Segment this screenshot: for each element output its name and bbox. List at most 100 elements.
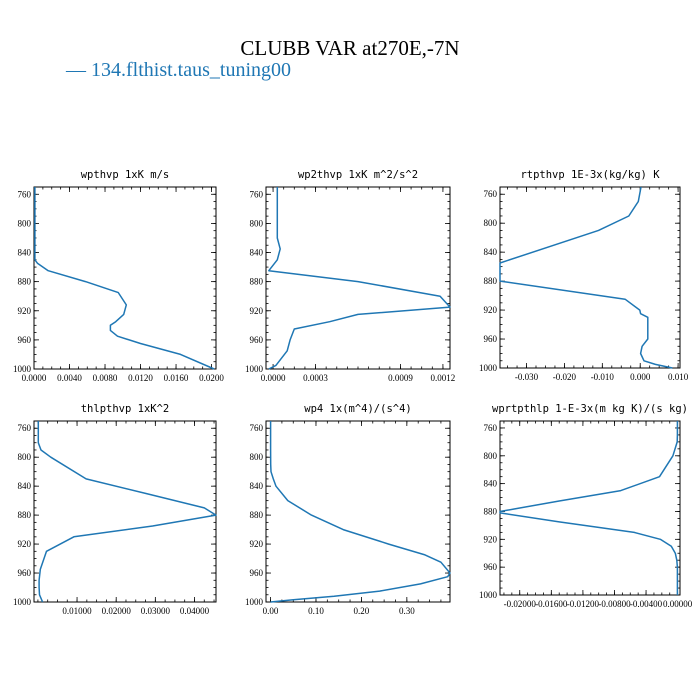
y-tick-label: 800 [484,218,498,228]
series-line [499,421,679,595]
x-tick-label: 0.20 [354,606,370,616]
x-tick-label: 0.00000 [663,599,693,609]
series-line [499,186,673,369]
y-tick-label: 840 [484,479,498,489]
x-tick-label: 0.03000 [141,606,171,616]
x-tick-label: 0.30 [399,606,415,616]
panel-5: wp4 1x(m^4)/(s^4)76080084088092096010000… [245,403,451,616]
panel-3: rtpthvp 1E-3x(kg/kg) K 760 800 840 880 920 960… [479,169,689,382]
y-tick-label: 960 [484,562,498,572]
y-tick-label: 880 [484,276,498,286]
x-tick-label: 0.0012 [431,373,456,383]
y-tick-label: 800 [484,451,498,461]
y-tick-label: 960 [18,568,32,578]
panel-6: wprtpthlp 1-E-3x(m kg K)/(s kg) 760 800 840… [479,403,693,609]
y-tick-label: 920 [18,539,32,549]
panel-title: wpthvp 1xK m/s [81,169,170,181]
x-tick-label: 0.0040 [57,373,82,383]
x-tick-label: -0.02000 [504,599,537,609]
panel-title: thlpthvp 1xK^2 [81,403,170,415]
x-tick-label: -0.01600 [535,599,568,609]
series-line [268,187,451,370]
panel-title: rtpthvp 1E-3x(kg/kg) K [520,169,660,181]
y-tick-label: 880 [18,277,32,287]
plot-frame [33,186,217,370]
plot-frame [265,186,451,370]
x-tick-label: 0.0120 [128,373,153,383]
plot-frame [33,420,217,603]
x-tick-label: 0.000 [630,372,651,382]
x-tick-label: -0.030 [515,372,539,382]
panel-title: wprtpthlp 1-E-3x(m kg K)/(s kg) [492,403,688,415]
x-tick-label: 0.0080 [93,373,118,383]
legend-label: 134.flthist.taus_tuning00 [91,59,291,81]
y-tick-label: 840 [250,481,264,491]
y-tick-label: 840 [18,248,32,258]
y-tick-label: 1000 [245,597,264,607]
x-tick-label: 0.02000 [102,606,132,616]
y-tick-label: 1000 [479,590,498,600]
y-tick-label: 840 [484,247,498,257]
x-tick-label: 0.0200 [199,373,224,383]
y-tick-label: 800 [250,218,264,228]
y-tick-label: 920 [484,305,498,315]
x-tick-label: 0.0000 [22,373,47,383]
chart-title: CLUBB VAR at270E,-7N [240,36,460,60]
plot-frame [499,186,681,369]
x-tick-label: 0.01000 [62,606,92,616]
y-tick-label: 880 [250,510,264,520]
y-tick-label: 880 [484,506,498,516]
x-tick-label: -0.00800 [598,599,631,609]
panel-1: wpthvp 1xK m/s76080084088092096010000.00… [13,169,224,383]
series-line [269,421,451,603]
y-tick-label: 760 [18,189,32,199]
x-tick-label: 0.010 [668,372,689,382]
y-tick-label: 880 [250,277,264,287]
x-tick-label: -0.020 [553,372,577,382]
y-tick-label: 760 [18,423,32,433]
y-tick-label: 1000 [13,597,32,607]
y-tick-label: 760 [484,189,498,199]
x-tick-label: 0.10 [308,606,324,616]
y-tick-label: 920 [250,539,264,549]
legend-entry: — 134.flthist.taus_tuning00 [66,59,291,82]
y-tick-label: 1000 [245,364,264,374]
panel-2: wp2thvp 1xK m^2/s^2 760 800 840 880 920 960 100… [245,169,455,383]
y-tick-label: 800 [18,452,32,462]
y-tick-label: 920 [250,306,264,316]
x-tick-label: 0.0000 [261,373,286,383]
series-line [37,421,217,603]
plot-frame [265,420,451,603]
y-tick-label: 880 [18,510,32,520]
plot-frame [499,420,681,596]
panel-4: thlpthvp 1xK^2 760 800 840 880 920 960 1000 0.01… [13,403,217,616]
y-tick-label: 920 [484,534,498,544]
y-tick-label: 960 [250,568,264,578]
y-tick-label: 920 [18,306,32,316]
legend-line-symbol: — [66,59,91,81]
y-tick-label: 840 [18,481,32,491]
y-tick-label: 840 [250,248,264,258]
y-tick-label: 760 [484,423,498,433]
y-tick-label: 800 [250,452,264,462]
y-tick-label: 960 [18,335,32,345]
panel-title: wp4 1x(m^4)/(s^4) [304,403,411,415]
y-tick-label: 960 [484,334,498,344]
x-tick-label: -0.00400 [630,599,663,609]
y-tick-label: 1000 [479,363,498,373]
y-tick-label: 960 [250,335,264,345]
x-tick-label: -0.01200 [567,599,600,609]
panel-title: wp2thvp 1xK m^2/s^2 [298,169,418,181]
y-tick-label: 1000 [13,364,32,374]
y-tick-label: 760 [250,189,264,199]
x-tick-label: 0.0009 [388,373,413,383]
y-tick-label: 800 [18,218,32,228]
x-tick-label: 0.04000 [180,606,210,616]
x-tick-label: 0.00 [263,606,279,616]
y-tick-label: 760 [250,423,264,433]
x-tick-label: 0.0003 [303,373,328,383]
x-tick-label: -0.010 [591,372,615,382]
series-line [34,187,215,370]
x-tick-label: 0.0160 [164,373,189,383]
